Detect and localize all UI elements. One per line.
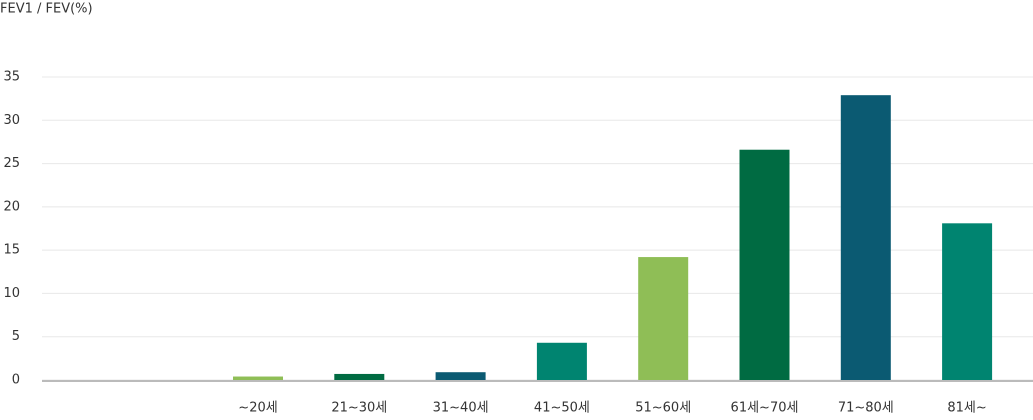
y-tick-label: 10 xyxy=(3,286,20,301)
y-tick-label: 35 xyxy=(3,70,20,85)
x-tick-label: 81세~ xyxy=(947,401,986,416)
x-tick-label: 51~60세 xyxy=(635,401,691,416)
bar xyxy=(840,95,891,381)
bar xyxy=(334,373,385,380)
bar xyxy=(435,372,486,380)
bar xyxy=(638,257,689,380)
y-tick-label: 0 xyxy=(12,373,20,388)
bar xyxy=(739,149,790,380)
x-tick-label: 31~40세 xyxy=(433,401,489,416)
x-tick-label: 41~50세 xyxy=(534,401,590,416)
x-tick-label: 71~80세 xyxy=(838,401,894,416)
y-tick-label: 25 xyxy=(3,156,20,171)
bar xyxy=(942,223,993,380)
x-tick-label: 21~30세 xyxy=(331,401,387,416)
bar xyxy=(536,342,587,380)
y-tick-label: 20 xyxy=(3,199,20,214)
bar xyxy=(233,376,283,380)
x-tick-label: 61세~70세 xyxy=(731,401,799,416)
y-tick-label: 15 xyxy=(3,243,20,258)
x-tick-label: ~20세 xyxy=(238,401,277,416)
chart-title: FEV1 / FEV(%) xyxy=(0,2,93,17)
y-tick-label: 30 xyxy=(3,113,20,128)
y-tick-label: 5 xyxy=(12,329,20,344)
